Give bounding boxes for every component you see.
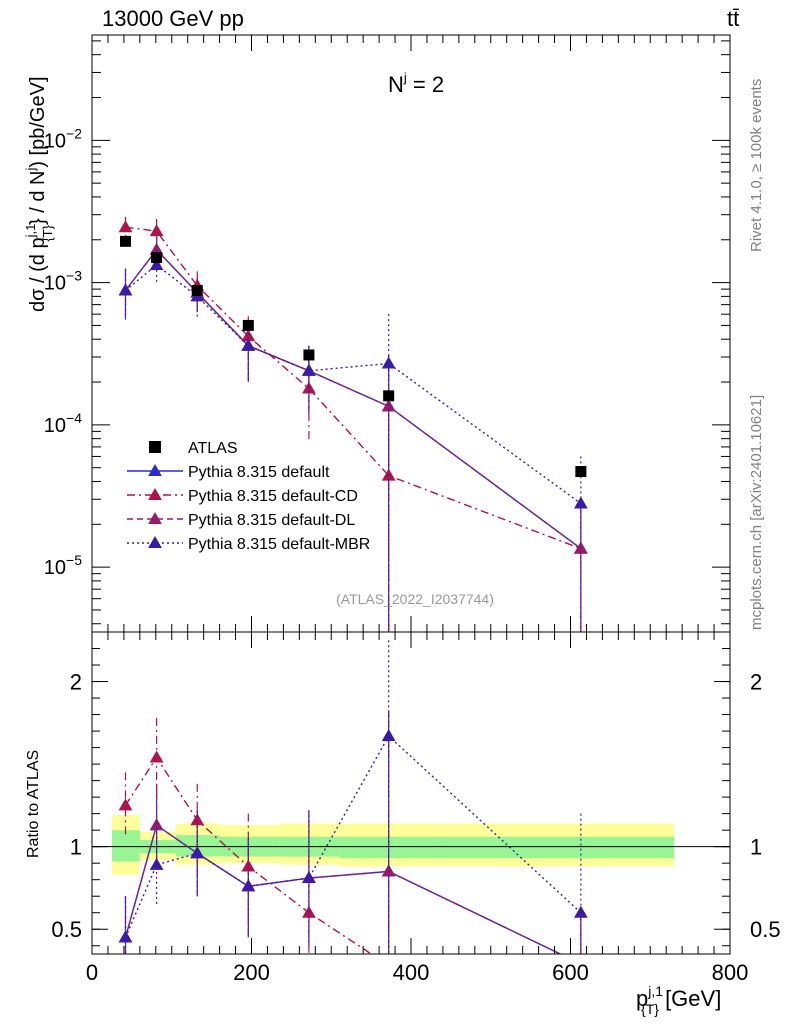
ratio-panel: 0.5 0.5 1 1 2 2 0 200 400 600 800 Ratio to ATLAS p… bbox=[25, 631, 781, 1017]
legend-marker bbox=[148, 535, 162, 548]
x-tick-label: 600 bbox=[552, 960, 589, 985]
ratio-y-tick-label-right: 1 bbox=[750, 835, 762, 860]
main-plot-area bbox=[118, 216, 588, 632]
atlas-data-point bbox=[575, 466, 587, 478]
x-tick-label: 800 bbox=[712, 960, 749, 985]
rivet-label: Rivet 4.1.0, ≥ 100k events bbox=[748, 79, 765, 252]
main-series-marker bbox=[149, 257, 164, 270]
mcplots-label: mcplots.cern.ch [arXiv:2401.10621] bbox=[748, 395, 765, 630]
main-panel: 10−5 10−4 10−3 10−2 Nj = 2 (ATLAS_2022_I203… bbox=[23, 34, 731, 633]
main-axes: 10−5 10−4 10−3 10−2 bbox=[44, 35, 731, 632]
main-series-marker bbox=[118, 283, 133, 296]
ratio-y-tick-label: 1 bbox=[70, 835, 82, 860]
main-title: Nj = 2 bbox=[388, 70, 444, 97]
atlas-data-point bbox=[242, 319, 254, 331]
ratio-series-marker bbox=[381, 729, 396, 742]
atlas-data-point bbox=[191, 284, 203, 296]
legend-label: Pythia 8.315 default-MBR bbox=[188, 536, 370, 553]
legend-label: Pythia 8.315 default bbox=[188, 464, 330, 481]
legend-label: Pythia 8.315 default-DL bbox=[188, 512, 355, 529]
ratio-band-green bbox=[111, 830, 140, 862]
ratio-y-tick-label-right: 0.5 bbox=[750, 917, 781, 942]
main-y-tick-label: 10−5 bbox=[44, 552, 82, 579]
x-tick-label: 0 bbox=[86, 960, 98, 985]
main-series-marker bbox=[574, 496, 588, 509]
ratio-series-marker bbox=[149, 750, 164, 763]
legend-marker bbox=[148, 463, 162, 476]
main-y-tick-label: 10−4 bbox=[44, 410, 82, 437]
x-tick-label: 200 bbox=[233, 960, 270, 985]
ratio-y-tick-label-right: 2 bbox=[750, 670, 762, 695]
main-y-tick-label: 10−3 bbox=[44, 268, 82, 295]
ratio-band-green bbox=[438, 836, 675, 859]
ratio-series-marker bbox=[118, 798, 133, 811]
legend-label: ATLAS bbox=[188, 440, 238, 457]
x-tick-label: 400 bbox=[393, 960, 430, 985]
atlas-data-point bbox=[151, 252, 163, 264]
main-series-marker bbox=[302, 363, 316, 376]
header-left: 13000 GeV pp bbox=[102, 6, 244, 31]
atlas-data-point bbox=[383, 390, 395, 402]
legend-label: Pythia 8.315 default-CD bbox=[188, 488, 358, 505]
main-series-marker bbox=[241, 338, 256, 351]
ratio-ylabel: Ratio to ATLAS bbox=[25, 750, 42, 858]
main-series-marker bbox=[118, 220, 133, 233]
ratio-series-marker bbox=[574, 905, 588, 918]
ratio-series-marker bbox=[241, 879, 256, 892]
ratio-y-tick-label: 0.5 bbox=[51, 917, 82, 942]
ratio-plot-area bbox=[92, 640, 730, 954]
atlas-data-point bbox=[303, 349, 315, 361]
legend: ATLAS Pythia 8.315 default Pythia 8.315 de… bbox=[127, 440, 370, 553]
ratio-series-marker bbox=[149, 857, 164, 870]
atlas-data-point bbox=[119, 235, 131, 247]
ratio-y-tick-label: 2 bbox=[70, 670, 82, 695]
header-right: tt̄ bbox=[727, 6, 739, 31]
legend-marker bbox=[148, 511, 162, 524]
ratio-series-marker bbox=[149, 818, 164, 831]
watermark: (ATLAS_2022_I2037744) bbox=[336, 591, 494, 607]
main-series-marker bbox=[381, 356, 396, 369]
ratio-series-marker bbox=[190, 846, 205, 859]
x-axis-label: pj,1 {T} [GeV] bbox=[636, 983, 721, 1017]
legend-marker-atlas bbox=[149, 441, 161, 453]
legend-marker bbox=[148, 487, 162, 500]
ratio-axes: 0.5 0.5 1 1 2 2 0 200 400 600 800 bbox=[51, 632, 781, 985]
ratio-frame bbox=[91, 631, 731, 955]
ratio-series-marker bbox=[302, 871, 316, 884]
main-ylabel: dσ / (d pj,1 {T}} / d Nj) [pb/GeV] bbox=[23, 77, 55, 313]
ratio-series-marker bbox=[118, 930, 133, 943]
main-y-tick-label: 10−2 bbox=[44, 125, 82, 152]
